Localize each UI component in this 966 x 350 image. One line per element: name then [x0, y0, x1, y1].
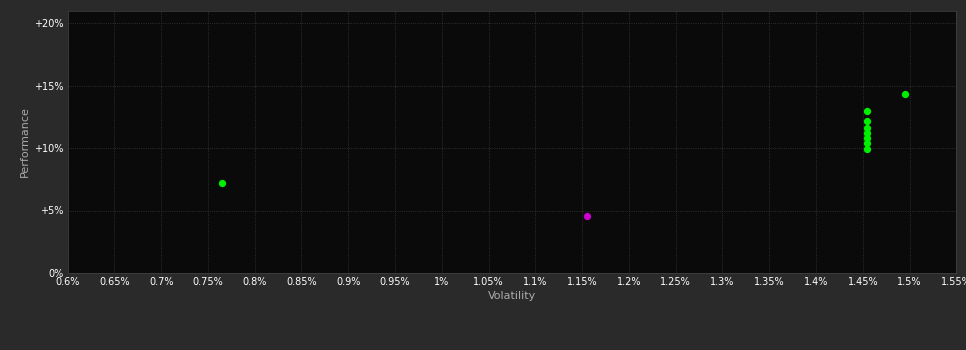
Y-axis label: Performance: Performance — [19, 106, 30, 177]
Point — [860, 125, 875, 131]
Point — [214, 180, 230, 186]
Point — [860, 146, 875, 152]
Point — [860, 130, 875, 136]
Point — [860, 135, 875, 141]
Point — [860, 108, 875, 113]
Point — [579, 213, 594, 218]
Point — [897, 91, 913, 97]
X-axis label: Volatility: Volatility — [488, 291, 536, 301]
Point — [860, 140, 875, 146]
Point — [860, 118, 875, 123]
